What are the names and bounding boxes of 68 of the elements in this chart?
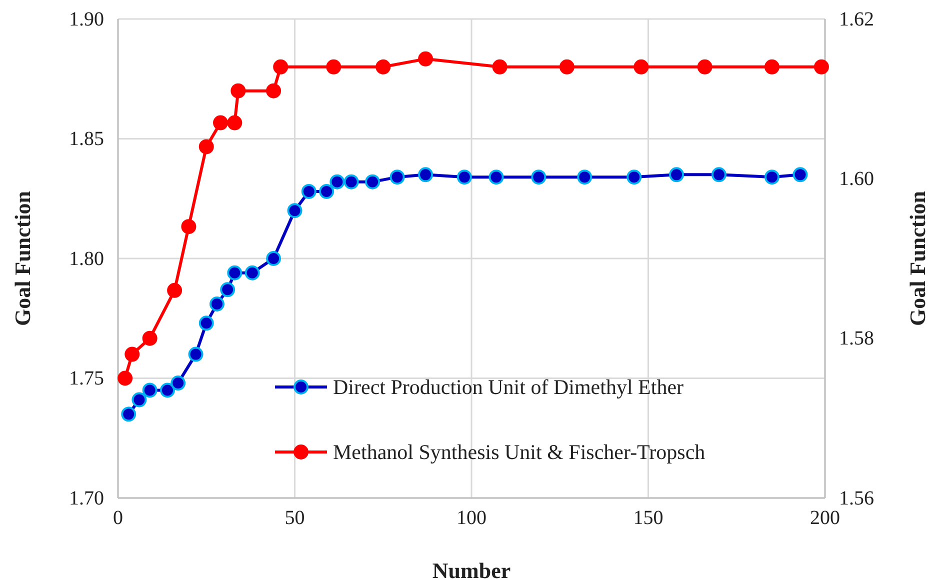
point — [764, 170, 780, 185]
y2-tick-label: 1.56 — [839, 487, 874, 510]
legend-label: Direct Production Unit of Dimethyl Ether — [333, 375, 684, 399]
point — [132, 392, 147, 408]
point — [227, 115, 242, 130]
point — [330, 174, 345, 190]
point — [227, 265, 242, 280]
point — [230, 83, 246, 98]
point — [634, 59, 649, 74]
point — [669, 167, 684, 182]
point — [188, 346, 204, 362]
x-tick-label: 50 — [284, 507, 305, 530]
point — [764, 59, 780, 74]
point — [559, 59, 574, 74]
x-axis-title: Number — [432, 558, 511, 583]
point — [711, 167, 726, 182]
point — [488, 170, 504, 185]
point — [124, 346, 140, 362]
point — [170, 376, 186, 391]
point — [220, 282, 236, 298]
point — [697, 59, 712, 74]
point — [626, 170, 642, 185]
point — [121, 406, 136, 422]
point — [418, 167, 434, 182]
point — [792, 167, 808, 182]
point — [167, 282, 182, 298]
y-axis-title: Goal Function — [10, 190, 35, 326]
point — [287, 203, 302, 218]
x-tick-label: 100 — [456, 507, 486, 530]
y2-axis-title: Goal Function — [905, 190, 930, 326]
point — [456, 170, 472, 185]
point — [301, 184, 316, 199]
point — [118, 370, 133, 386]
point — [814, 59, 829, 74]
y-tick-label: 1.70 — [69, 487, 104, 510]
point — [181, 219, 196, 234]
y-tick-label: 1.75 — [69, 368, 104, 390]
y-tick-label: 1.80 — [69, 248, 104, 270]
point — [142, 382, 158, 398]
point — [492, 59, 508, 74]
point — [198, 139, 214, 154]
point — [418, 51, 434, 66]
x-tick-label: 150 — [633, 507, 664, 530]
point — [266, 83, 282, 98]
y2-tick-label: 1.60 — [839, 168, 874, 190]
point — [160, 382, 175, 398]
point — [198, 316, 214, 331]
point — [213, 115, 228, 130]
x-tick-label: 0 — [113, 507, 123, 530]
point — [365, 174, 380, 190]
x-tick-label: 200 — [810, 507, 840, 530]
point — [376, 59, 391, 74]
point — [142, 330, 158, 346]
point — [390, 170, 405, 185]
y-tick-label: 1.85 — [69, 128, 104, 150]
point — [266, 251, 282, 266]
y-tick-label: 1.90 — [69, 8, 104, 30]
point — [244, 265, 260, 280]
point — [577, 170, 592, 185]
point — [209, 296, 224, 312]
y2-tick-label: 1.58 — [839, 328, 874, 350]
legend-label: Methanol Synthesis Unit & Fischer-Tropsch — [333, 440, 706, 464]
point — [273, 59, 288, 74]
point — [319, 184, 334, 199]
y2-tick-label: 1.62 — [839, 8, 874, 30]
point — [531, 170, 546, 185]
point — [344, 174, 359, 190]
point — [326, 59, 342, 74]
